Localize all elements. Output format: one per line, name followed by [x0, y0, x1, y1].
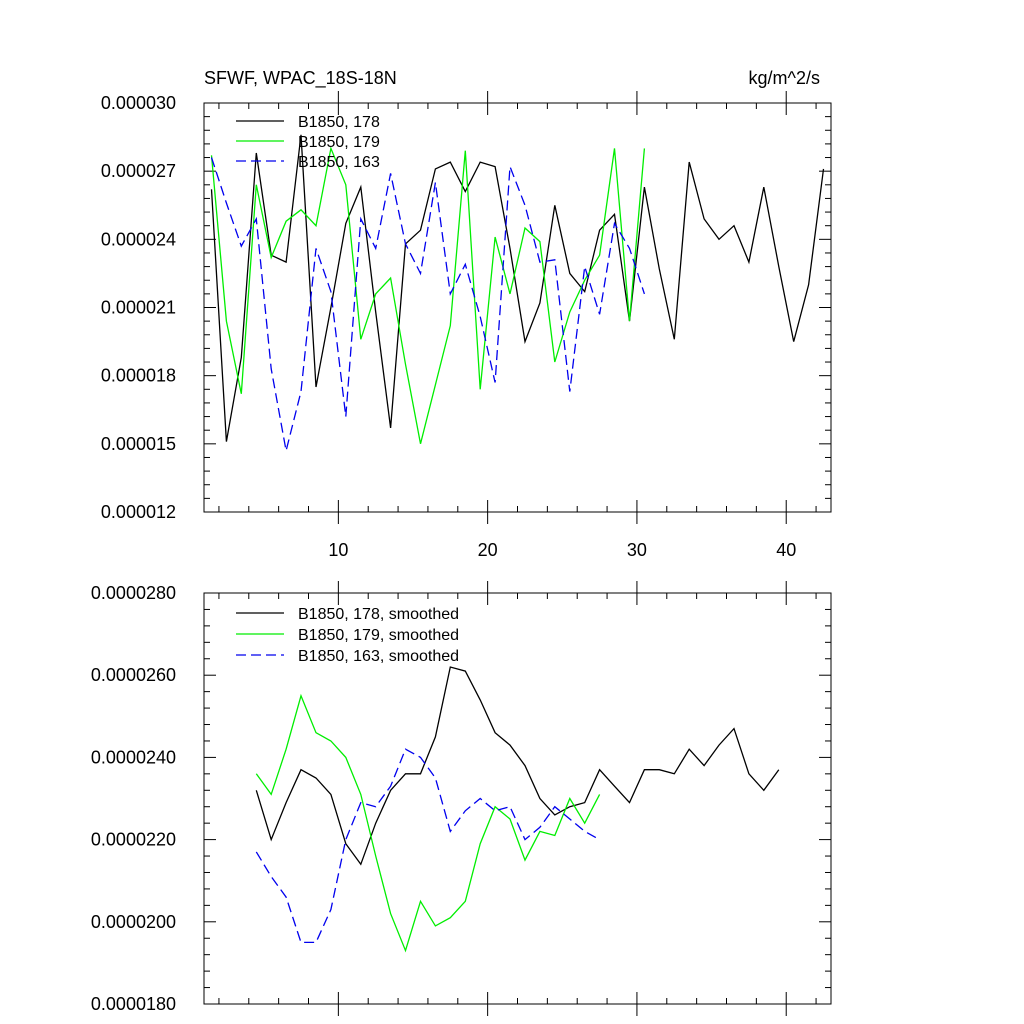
top-series-line-0 — [210, 134, 825, 442]
bottom-y-tick-label: 0.0000220 — [91, 830, 176, 850]
top-chart-units-label: kg/m^2/s — [749, 68, 820, 88]
top-chart-title: SFWF, WPAC_18S-18N — [204, 68, 397, 89]
bottom-y-tick-label: 0.0000180 — [91, 994, 176, 1014]
top-chart-frame — [203, 102, 832, 513]
bottom-chart: 0.0000180 0.0000200 0.0000220 0.0000240 0.00… — [91, 581, 832, 1016]
top-series-line-1 — [210, 146, 646, 444]
top-y-tick-label: 0.000018 — [101, 366, 176, 386]
top-y-tick-label: 0.000015 — [101, 434, 176, 454]
bottom-series-line-1 — [255, 693, 601, 953]
top-legend-label-0: B1850, 178 — [298, 114, 380, 131]
top-x-tick-label: 10 — [328, 540, 348, 560]
top-series-line-2 — [210, 157, 646, 451]
bottom-y-tick-label: 0.0000280 — [91, 583, 176, 603]
top-chart-legend: B1850, 178 B1850, 179 B1850, 163 — [236, 114, 380, 171]
top-y-tick-label: 0.000024 — [101, 229, 176, 249]
bottom-y-tick-label: 0.0000200 — [91, 912, 176, 932]
top-y-tick-label: 0.000027 — [101, 161, 176, 181]
bottom-chart-series — [255, 666, 780, 953]
top-y-tick-label: 0.000012 — [101, 502, 176, 522]
bottom-series-line-0 — [255, 666, 780, 866]
bottom-legend-label-0: B1850, 178, smoothed — [298, 606, 459, 623]
top-x-tick-label: 30 — [627, 540, 647, 560]
bottom-chart-legend: B1850, 178, smoothed B1850, 179, smoothed… — [236, 606, 459, 665]
top-chart-axes: 10 20 30 40 0.000012 0.000015 0.000018 0.000021… — [101, 91, 831, 560]
bottom-chart-axes: 0.0000180 0.0000200 0.0000220 0.0000240 0.00… — [91, 581, 831, 1016]
top-legend-label-2: B1850, 163 — [298, 154, 380, 171]
top-x-tick-label: 40 — [776, 540, 796, 560]
top-legend-label-1: B1850, 179 — [298, 134, 380, 151]
top-x-tick-label: 20 — [478, 540, 498, 560]
top-y-tick-label: 0.000021 — [101, 298, 176, 318]
top-chart: SFWF, WPAC_18S-18N kg/m^2/s 10 20 30 40 0.00… — [101, 68, 832, 560]
bottom-y-tick-label: 0.0000240 — [91, 747, 176, 767]
bottom-legend-label-2: B1850, 163, smoothed — [298, 648, 459, 665]
bottom-series-line-2 — [255, 748, 600, 944]
bottom-chart-frame — [203, 592, 832, 1005]
top-chart-series — [210, 134, 825, 451]
top-y-tick-label: 0.000030 — [101, 93, 176, 113]
bottom-y-tick-label: 0.0000260 — [91, 665, 176, 685]
bottom-legend-label-1: B1850, 179, smoothed — [298, 627, 459, 644]
